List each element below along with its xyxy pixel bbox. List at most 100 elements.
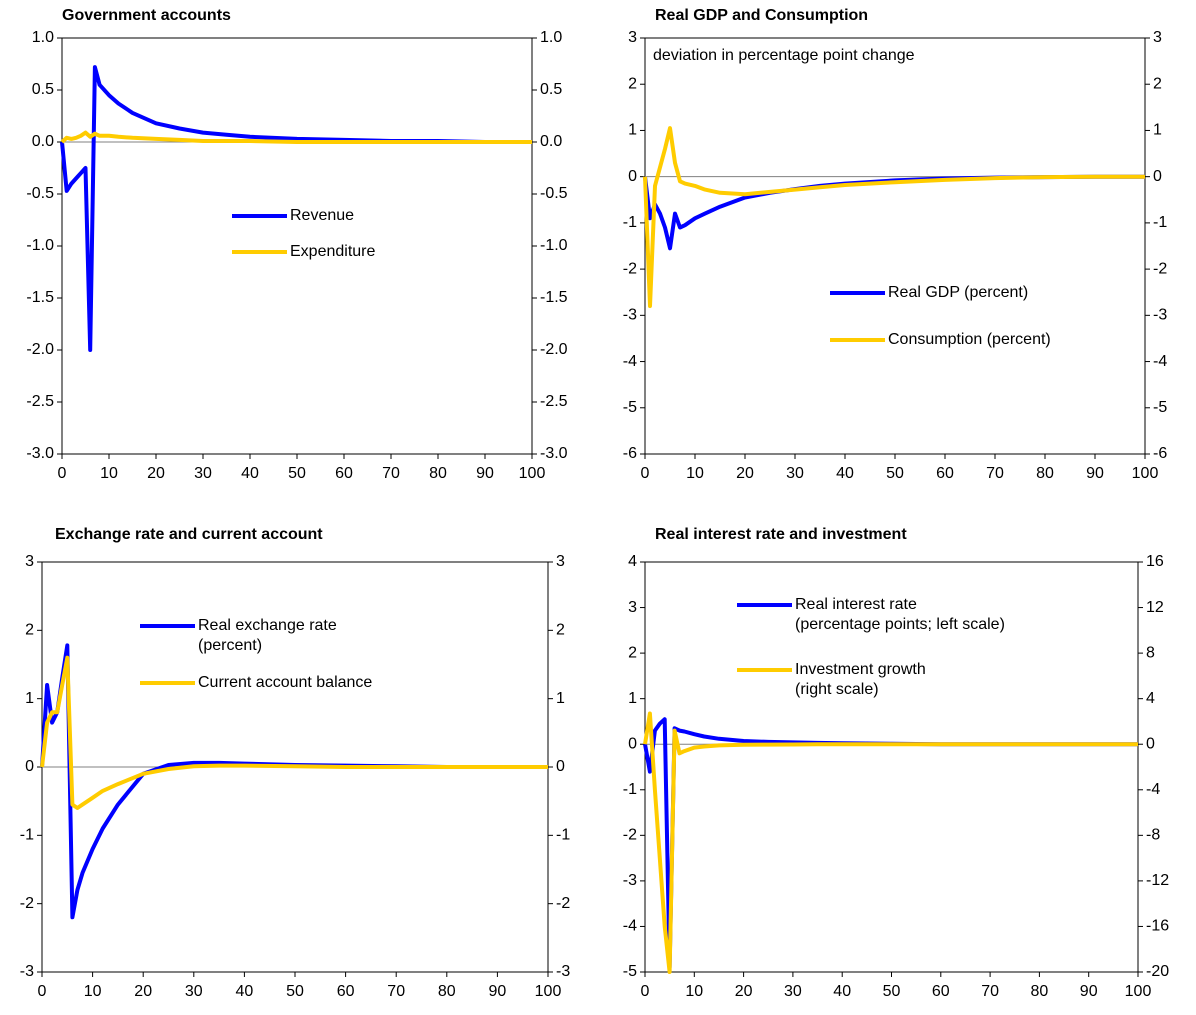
y-tick-label: -3.0 [26,445,54,462]
y2-tick-label: 2 [556,622,565,639]
x-tick-label: 60 [337,983,355,1000]
y-tick-label: -2 [623,827,637,844]
y2-tick-label: 4 [1146,690,1155,707]
chart-title: Government accounts [62,7,231,24]
series-line [643,717,1138,970]
y-tick-label: 1 [25,690,34,707]
x-tick-label: 50 [886,465,904,482]
legend-label: Real interest rate (percentage points; l… [795,596,1005,633]
x-tick-label: 10 [686,465,704,482]
y-tick-label: 0 [628,735,637,752]
y-tick-label: -3 [20,963,34,980]
annotation: deviation in percentage point change [653,47,915,64]
y2-tick-label: 0 [1146,735,1155,752]
y2-tick-label: 0 [1153,168,1162,185]
x-tick-label: 70 [981,983,999,1000]
y2-tick-label: 1 [1153,122,1162,139]
x-tick-label: 90 [489,983,507,1000]
y2-tick-label: 1.0 [540,29,562,46]
y2-tick-label: -1.5 [540,289,568,306]
x-tick-label: 70 [986,465,1004,482]
y2-tick-label: -2.0 [540,341,568,358]
y-tick-label: -1 [20,827,34,844]
y2-tick-label: 16 [1146,553,1164,570]
x-tick-label: 30 [784,983,802,1000]
x-tick-label: 20 [147,465,165,482]
y-tick-label: -1.0 [26,237,54,254]
y-tick-label: -4 [623,918,637,935]
y2-tick-label: 3 [1153,29,1162,46]
y2-tick-label: -0.5 [540,185,568,202]
y2-tick-label: -4 [1153,353,1167,370]
legend-label: Real GDP (percent) [888,284,1029,301]
series-line [40,655,548,810]
y2-tick-label: 8 [1146,644,1155,661]
y-tick-label: 0 [25,758,34,775]
y2-tick-label: 1 [556,690,565,707]
legend-label: Current account balance [198,674,373,691]
x-tick-label: 90 [1086,465,1104,482]
x-tick-label: 10 [84,983,102,1000]
x-tick-label: 80 [1036,465,1054,482]
y-tick-label: -1 [623,214,637,231]
x-tick-label: 20 [134,983,152,1000]
x-tick-label: 20 [736,465,754,482]
y-tick-label: -5 [623,399,637,416]
x-tick-label: 10 [100,465,118,482]
x-tick-label: 40 [836,465,854,482]
y-tick-label: -1.5 [26,289,54,306]
x-tick-label: 80 [1031,983,1049,1000]
y2-tick-label: -1.0 [540,237,568,254]
y-tick-label: 0.0 [32,133,54,150]
x-tick-label: 60 [335,465,353,482]
x-tick-label: 70 [382,465,400,482]
y2-tick-label: -8 [1146,827,1160,844]
x-tick-label: 30 [786,465,804,482]
x-tick-label: 0 [38,983,47,1000]
y-tick-label: -2 [623,260,637,277]
y2-tick-label: -16 [1146,918,1169,935]
x-tick-label: 70 [387,983,405,1000]
x-tick-label: 60 [936,465,954,482]
y-tick-label: -3 [623,307,637,324]
y-tick-label: 3 [628,29,637,46]
series-line [643,711,1138,974]
y2-tick-label: 3 [556,553,565,570]
x-tick-label: 90 [476,465,494,482]
y2-tick-label: 0.0 [540,133,562,150]
y2-tick-label: -2 [1153,260,1167,277]
y2-tick-label: 2 [1153,75,1162,92]
plot-area [644,37,1146,455]
x-tick-label: 80 [438,983,456,1000]
x-tick-label: 30 [194,465,212,482]
x-tick-label: 30 [185,983,203,1000]
x-tick-label: 50 [883,983,901,1000]
series-line [643,126,1145,309]
x-tick-label: 100 [535,983,562,1000]
y2-tick-label: -1 [556,827,570,844]
x-tick-label: 80 [429,465,447,482]
series-line [60,130,532,144]
y2-tick-label: 0 [556,758,565,775]
x-tick-label: 0 [58,465,67,482]
y-tick-label: 3 [25,553,34,570]
y-tick-label: -1 [623,781,637,798]
y2-tick-label: -4 [1146,781,1160,798]
y2-tick-label: 0.5 [540,81,562,98]
y-tick-label: 0.5 [32,81,54,98]
y2-tick-label: -20 [1146,963,1169,980]
legend-label: Consumption (percent) [888,331,1051,348]
y-tick-label: 1 [628,122,637,139]
x-tick-label: 0 [641,465,650,482]
legend-label: Real exchange rate (percent) [198,617,337,654]
x-tick-label: 20 [735,983,753,1000]
y-tick-label: -2.0 [26,341,54,358]
x-tick-label: 50 [288,465,306,482]
x-tick-label: 90 [1080,983,1098,1000]
y2-tick-label: -3 [1153,307,1167,324]
y2-tick-label: -1 [1153,214,1167,231]
x-tick-label: 10 [685,983,703,1000]
y2-tick-label: -12 [1146,872,1169,889]
chart-title: Real interest rate and investment [655,526,907,543]
